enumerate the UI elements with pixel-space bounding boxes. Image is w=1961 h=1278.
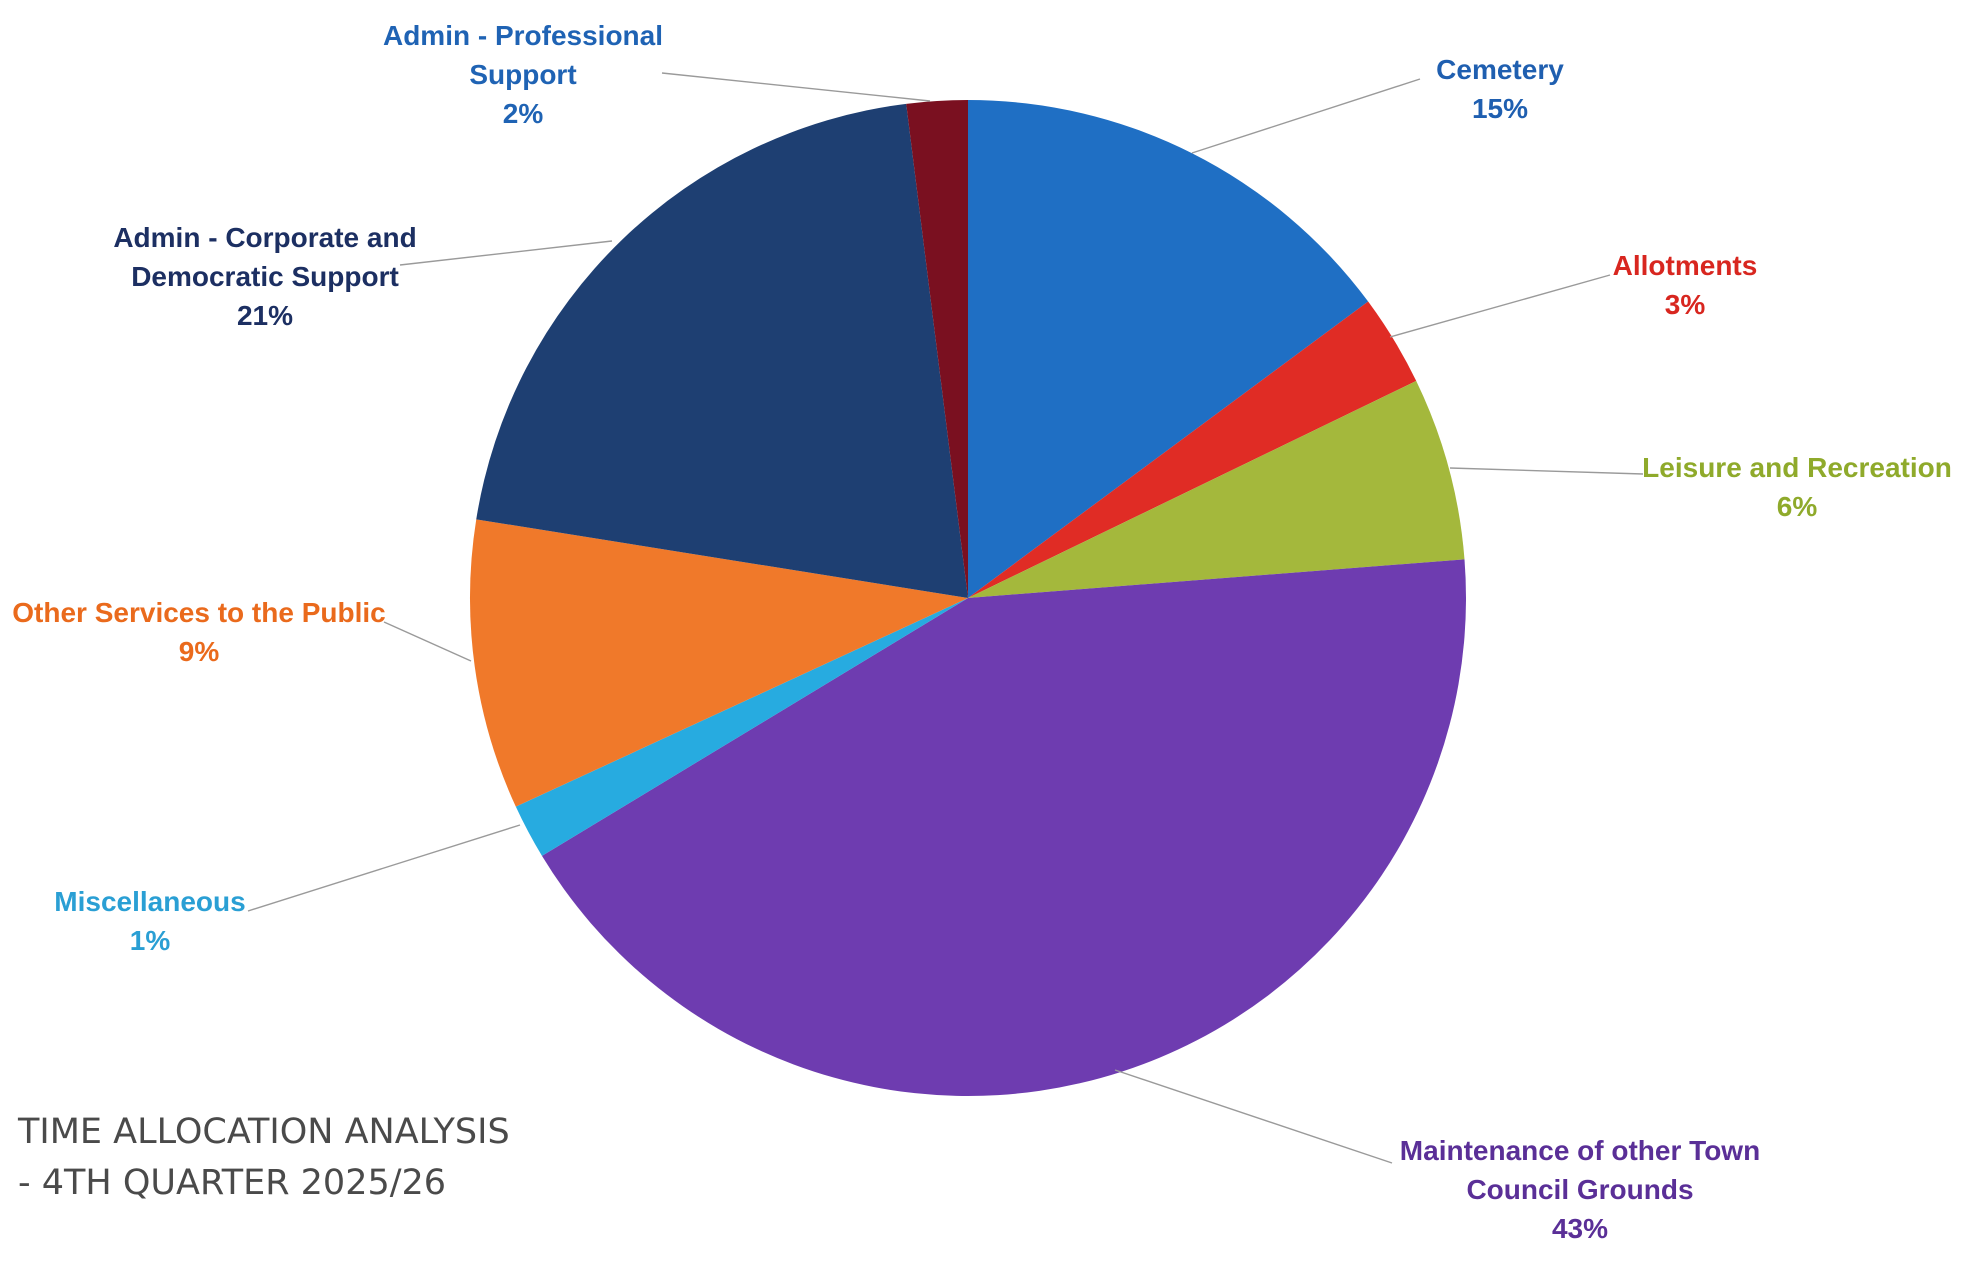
chart-title-line-2: - 4TH QUARTER 2025/26 bbox=[18, 1163, 446, 1203]
slice-value-label: 15% bbox=[1472, 93, 1528, 124]
leader-line-8 bbox=[661, 72, 931, 102]
leader-line-6 bbox=[383, 621, 472, 662]
slice-label-5: Miscellaneous 1% bbox=[54, 886, 245, 956]
slice-name-label: Miscellaneous bbox=[54, 886, 245, 917]
slice-value-label: 1% bbox=[130, 925, 171, 956]
slice-name-label: Leisure and Recreation bbox=[1642, 452, 1952, 483]
slice-name-label: Other Services to the Public bbox=[12, 597, 385, 628]
pie-slice-2 bbox=[968, 301, 1417, 598]
slice-name-label: Admin - Professional bbox=[383, 20, 663, 51]
slice-name-label: Council Grounds bbox=[1466, 1174, 1693, 1205]
pie-slice-3 bbox=[968, 380, 1465, 598]
slice-value-label: 21% bbox=[237, 300, 293, 331]
leader-line-7 bbox=[399, 240, 613, 266]
pie-slice-8 bbox=[906, 100, 968, 598]
slice-label-7: Admin - Corporate and Democratic Support 2… bbox=[113, 222, 416, 331]
pie-slice-5 bbox=[515, 598, 968, 856]
chart-title-line-1: TIME ALLOCATION ANALYSIS bbox=[17, 1112, 510, 1152]
slice-label-2: Allotments 3% bbox=[1613, 250, 1758, 320]
slice-label-3: Leisure and Recreation 6% bbox=[1642, 452, 1952, 522]
leader-line-1 bbox=[1191, 78, 1421, 154]
pie-slice-6 bbox=[470, 519, 968, 807]
leader-line-3 bbox=[1449, 467, 1644, 475]
slices-layer bbox=[470, 100, 1466, 1097]
slice-value-label: 6% bbox=[1777, 491, 1818, 522]
slice-label-8: Admin - Professional Support 2% bbox=[383, 20, 663, 129]
slice-label-1: Cemetery 15% bbox=[1436, 54, 1564, 124]
slice-value-label: 43% bbox=[1552, 1213, 1608, 1244]
slice-label-4: Maintenance of other Town Council Grounds… bbox=[1400, 1135, 1760, 1244]
slice-label-6: Other Services to the Public 9% bbox=[12, 597, 385, 667]
pie-slice-1 bbox=[968, 100, 1369, 598]
slice-labels-layer: Cemetery 15% Allotments 3% Leisure and Recre… bbox=[12, 20, 1952, 1244]
leader-line-5 bbox=[247, 824, 521, 912]
slice-value-label: 9% bbox=[179, 636, 220, 667]
slice-value-label: 2% bbox=[503, 98, 544, 129]
leader-line-2 bbox=[1389, 274, 1611, 338]
pie-slice-4 bbox=[541, 559, 1466, 1097]
slice-name-label: Democratic Support bbox=[131, 261, 399, 292]
pie-slice-7 bbox=[476, 103, 968, 598]
chart-title: TIME ALLOCATION ANALYSIS - 4TH QUARTER 2… bbox=[17, 1112, 521, 1203]
slice-name-label: Maintenance of other Town bbox=[1400, 1135, 1760, 1166]
slice-name-label: Admin - Corporate and bbox=[113, 222, 416, 253]
slice-name-label: Support bbox=[469, 59, 576, 90]
leader-lines-layer bbox=[247, 72, 1644, 1164]
slice-name-label: Cemetery bbox=[1436, 54, 1564, 85]
slice-name-label: Allotments bbox=[1613, 250, 1758, 281]
leader-line-4 bbox=[1114, 1069, 1393, 1164]
slice-value-label: 3% bbox=[1665, 289, 1706, 320]
